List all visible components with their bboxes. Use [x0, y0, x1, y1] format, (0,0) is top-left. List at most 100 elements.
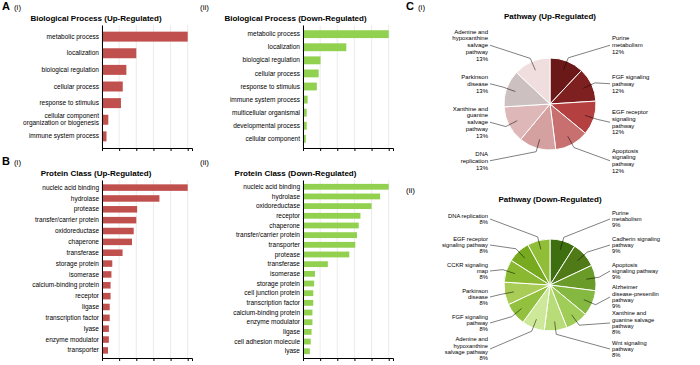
bar — [102, 184, 188, 191]
slice-label: Cadherin signalingpathway — [612, 236, 660, 248]
leader-line — [490, 139, 540, 160]
y-tick-label-line: metabolic process — [47, 33, 100, 41]
bar — [102, 260, 112, 267]
x-tick — [136, 148, 137, 151]
bar — [102, 239, 132, 246]
bar — [303, 261, 328, 267]
y-tick-label: cell adhesion molecule — [234, 338, 300, 345]
slice-value-label: 9% — [612, 248, 620, 254]
chart-title: Pathway (Down-Regulated) — [498, 195, 601, 204]
bar — [303, 348, 310, 354]
x-tick-mark — [372, 358, 373, 361]
x-tick — [389, 148, 390, 151]
grid-line — [102, 180, 103, 358]
y-tick: enzyme modulator — [46, 336, 102, 344]
x-tick-mark — [119, 148, 120, 151]
slice-label-line: EGF receptor — [612, 109, 648, 115]
y-tick-label: localization — [268, 43, 301, 50]
slice-label: FGF signalingpathway — [452, 314, 488, 326]
grid — [102, 25, 188, 148]
y-tick-label-line: cell adhesion molecule — [234, 338, 300, 345]
bar-panel: (ii)Protein Class (Down-Regulated)nuclei… — [200, 158, 394, 361]
y-tick-label: cell junction protein — [244, 289, 300, 297]
slice-label-line: pathway — [466, 126, 488, 132]
y-tick-label-line: ligase — [82, 303, 99, 311]
y-tick: biological regulation — [42, 66, 102, 74]
y-tick-label: biological regulation — [42, 66, 100, 74]
y-tick: ligase — [283, 328, 303, 336]
y-tick: calcium-binding protein — [233, 309, 303, 317]
x-tick — [171, 358, 172, 361]
y-tick-label: immune system process — [29, 132, 100, 140]
y-tick-label-line: transferase — [66, 249, 99, 256]
slice-label: FGF signalingpathway — [612, 74, 649, 87]
y-tick-label: oxidoreductase — [256, 202, 300, 209]
y-tick: receptor — [276, 212, 303, 220]
y-tick-label: response to stimulus — [240, 83, 300, 91]
y-tick: chaperone — [269, 222, 303, 230]
y-axis-line — [303, 26, 304, 149]
y-tick: cellular process — [255, 69, 303, 77]
bar — [102, 32, 188, 42]
y-tick-label-line: calcium-binding protein — [233, 309, 300, 317]
y-tick-label: storage protein — [56, 260, 100, 268]
y-tick-label-line: oxidoreductase — [55, 227, 99, 234]
slice-label: Parkinsondisease — [461, 74, 488, 87]
y-tick: nucleic acid binding — [243, 183, 303, 191]
bar-panel: B(i)Protein Class (Up-Regulated)nucleic … — [2, 155, 193, 361]
leader-line — [584, 297, 610, 305]
slice-label-line: hypoxanthine — [452, 35, 488, 41]
leader-line — [490, 121, 517, 127]
panel-label: (ii) — [200, 3, 209, 12]
y-tick-label: protease — [74, 205, 100, 213]
y-tick-label: lyase — [285, 347, 301, 355]
slices — [504, 58, 596, 150]
slice-label-line: Xanthine and — [612, 310, 646, 316]
bar — [303, 339, 311, 345]
leader-line — [490, 308, 522, 323]
slice-label-line: guanine salvage — [612, 317, 654, 323]
slice-value-label: 8% — [612, 329, 620, 335]
y-tick-label: biological regulation — [243, 56, 301, 64]
bar — [303, 319, 312, 325]
x-tick-mark — [171, 148, 172, 151]
y-tick-label: hydrolase — [71, 195, 100, 203]
y-tick-label: enzyme modulator — [247, 318, 301, 326]
bars — [303, 30, 389, 143]
x-tick-mark — [136, 358, 137, 361]
bar — [102, 195, 159, 202]
slice-label-line: pathway — [612, 242, 634, 248]
grid — [102, 180, 188, 358]
y-tick-label-line: chaperone — [269, 222, 300, 230]
leader-line — [490, 45, 535, 70]
grid-line — [170, 25, 171, 148]
y-tick-label: cellular componentorganization or biogen… — [23, 112, 100, 127]
slice-label-line: Apoptosis — [612, 262, 638, 268]
bar — [303, 310, 312, 316]
x-tick-mark — [136, 148, 137, 151]
x-axis-line — [304, 359, 394, 362]
y-tick: transfer/carrier protein — [236, 231, 303, 239]
slice-label-line: Purine — [612, 210, 629, 216]
slice-value-label: 8% — [480, 300, 488, 306]
slice-label-line: signaling pathway — [442, 242, 488, 248]
grid-line — [153, 180, 154, 358]
y-tick-label: transfer/carrier protein — [35, 216, 99, 224]
y-tick: protease — [74, 205, 102, 213]
leader-line — [586, 271, 610, 279]
x-axis — [304, 148, 394, 151]
slice-label-line: salvage pathway — [445, 349, 488, 355]
slice-label-line: salvage — [467, 119, 488, 125]
slice-label-line: signaling — [612, 154, 636, 160]
y-tick: metabolic process — [248, 30, 303, 38]
y-tick-label-line: cell junction protein — [244, 289, 300, 297]
bar — [303, 69, 319, 77]
slice-label-line: pathway — [612, 346, 634, 352]
slice-value-label: 12% — [612, 168, 625, 174]
y-axis: nucleic acid bindinghydrolaseproteasetra… — [32, 181, 102, 359]
y-tick: calcium-binding protein — [32, 281, 102, 289]
y-tick: oxidoreductase — [256, 202, 303, 209]
slice-label-line: FGF signaling — [612, 74, 649, 80]
y-tick-label-line: response to stimulus — [240, 83, 300, 91]
x-tick-mark — [337, 358, 338, 361]
